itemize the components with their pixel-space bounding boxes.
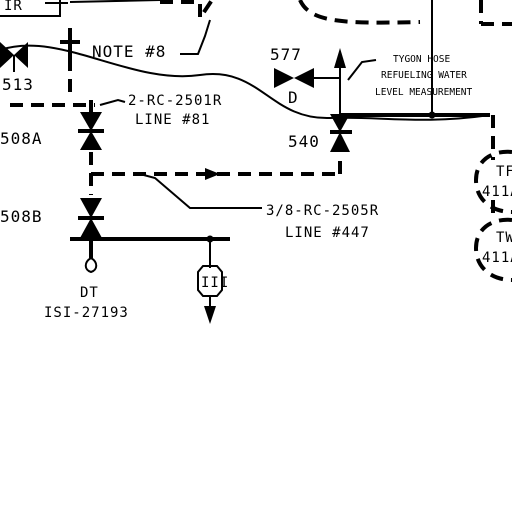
- valve-513: 513: [0, 42, 34, 94]
- label-tf-a: TF: [496, 164, 512, 180]
- label-note: NOTE #8: [92, 42, 166, 61]
- label-tygon-a: TYGON HOSE: [393, 54, 450, 65]
- label-tygon-b: REFUELING WATER: [381, 70, 467, 81]
- label-top-left: IR: [4, 0, 23, 14]
- line-81-run: 2-RC-2501R LINE #81: [10, 93, 222, 128]
- label-508a: 508A: [0, 129, 43, 148]
- label-577: 577: [270, 45, 302, 64]
- lower-pipe: III: [70, 235, 230, 324]
- valve-540: 540: [288, 111, 490, 152]
- label-tw-b: 411A: [482, 250, 512, 266]
- label-tygon-c: LEVEL MEASUREMENT: [375, 87, 473, 98]
- label-tw-a: TW: [496, 230, 512, 246]
- label-513: 513: [2, 75, 34, 94]
- upper-pipe-run: [60, 0, 214, 100]
- label-dt-b: ISI-27193: [44, 305, 129, 321]
- label-line447-a: 3/8-RC-2505R: [266, 203, 379, 219]
- label-577-d: D: [288, 88, 299, 107]
- valve-508b: 508B: [0, 198, 104, 238]
- label-hex-tag: III: [201, 275, 229, 291]
- label-line81-b: LINE #81: [135, 112, 210, 128]
- tag-tw-411a: TW 411A: [473, 217, 512, 282]
- valve-508a: 508A: [0, 100, 104, 150]
- right-dashed: [298, 0, 512, 220]
- tygon-hose-callout: TYGON HOSE REFUELING WATER LEVEL MEASURE…: [347, 0, 473, 114]
- label-508b: 508B: [0, 207, 43, 226]
- label-540: 540: [288, 132, 320, 151]
- label-tf-b: 411A: [482, 184, 512, 200]
- label-line447-b: LINE #447: [285, 225, 370, 241]
- top-left-box: IR: [0, 0, 68, 17]
- break-line: [0, 44, 491, 121]
- drain-dt: DT ISI-27193: [44, 240, 129, 321]
- note-8: NOTE #8: [92, 19, 211, 61]
- vent-line: [334, 48, 346, 115]
- label-dt-a: DT: [80, 285, 99, 301]
- line-447-run: 3/8-RC-2505R LINE #447: [89, 152, 379, 241]
- tag-tf-411a: TF 411A: [473, 149, 512, 214]
- valve-577: 577 D: [270, 45, 340, 107]
- label-line81-a: 2-RC-2501R: [128, 93, 222, 109]
